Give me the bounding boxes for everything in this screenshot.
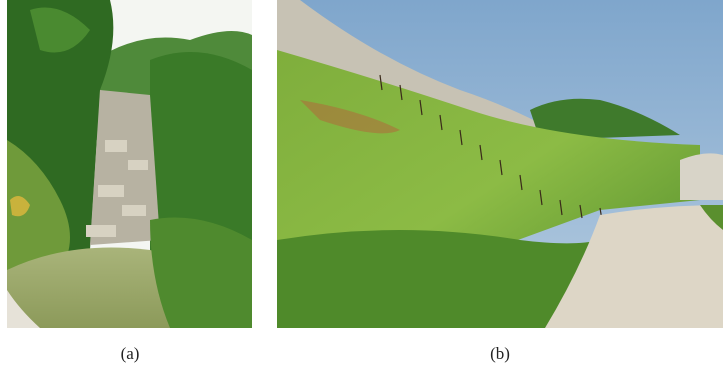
- caption-b: (b): [490, 344, 510, 363]
- flowers: [10, 196, 30, 217]
- foreground-plant: [150, 217, 252, 328]
- rocks: [86, 140, 148, 237]
- rock-cascade: [90, 90, 160, 245]
- bare-patch: [300, 100, 400, 134]
- gravel-road: [545, 205, 723, 328]
- photo-b: [277, 0, 723, 328]
- caption-a: (a): [121, 344, 140, 363]
- roadside-grass: [700, 205, 723, 230]
- foreground-grass: [277, 230, 620, 328]
- photo-a: [7, 0, 252, 328]
- rocks: [680, 153, 723, 200]
- shrubs: [7, 140, 70, 280]
- distant-trees: [530, 98, 680, 140]
- bank: [7, 290, 40, 328]
- foliage: [30, 7, 90, 53]
